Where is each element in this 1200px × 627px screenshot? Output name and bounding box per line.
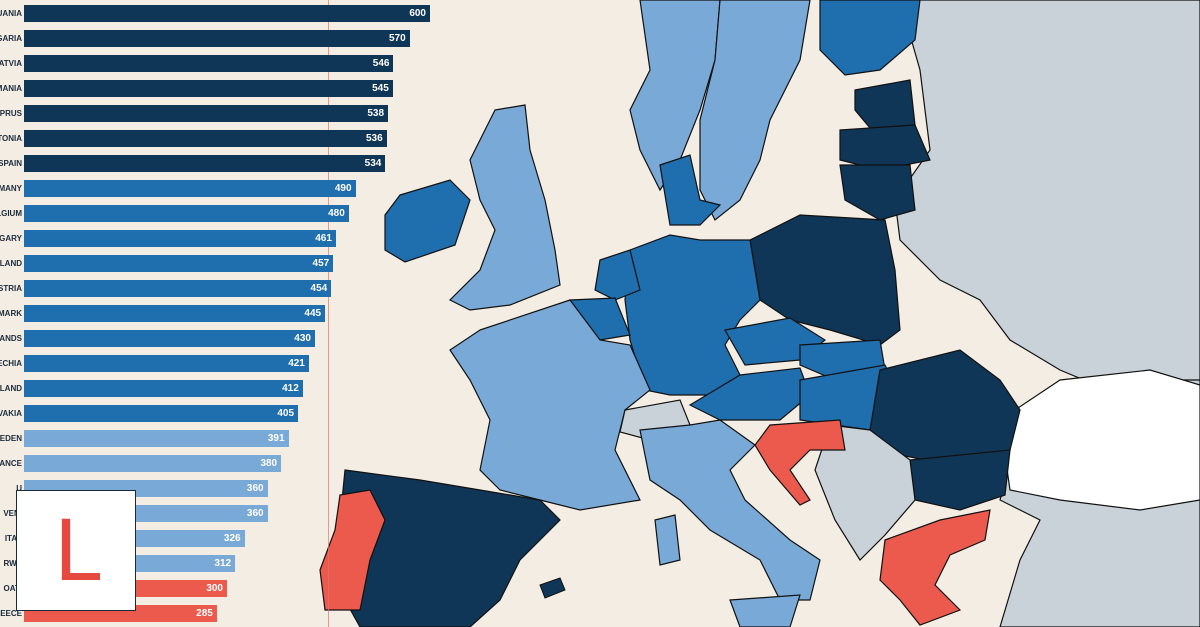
bar-label: OATI <box>3 584 22 593</box>
bar-value: 480 <box>328 208 345 219</box>
map-country-ireland <box>384 179 471 263</box>
brand-logo: L <box>16 490 136 611</box>
bar-denmark <box>24 305 326 322</box>
bar-label: ITAL <box>4 534 22 543</box>
bar-romania <box>24 80 393 97</box>
bar-value: 538 <box>367 108 385 119</box>
bar-label: EDEN <box>0 434 22 443</box>
bar-label: SPAIN <box>0 159 22 168</box>
bar-belgium <box>24 205 349 222</box>
map-country-italy <box>639 419 821 601</box>
bar-latvia <box>24 55 394 72</box>
bar-label: YPRUS <box>0 109 22 118</box>
bar-hungary <box>24 230 336 247</box>
map-country-poland <box>749 214 901 346</box>
bar-value: 421 <box>288 358 305 369</box>
bar-label: VENI <box>3 509 22 518</box>
map-country-sweden <box>699 0 811 221</box>
bar-label: ATVIA <box>0 59 22 68</box>
bar-czechia <box>24 355 309 372</box>
bar-value: 312 <box>214 558 232 569</box>
bar-value: 536 <box>366 133 383 144</box>
bar-value: 457 <box>312 258 330 269</box>
bar-label: RWA <box>3 559 22 568</box>
map-country-denmark <box>659 154 722 226</box>
bar-spain <box>24 155 386 172</box>
bar-value: 570 <box>389 33 406 44</box>
bar-label: ELAND <box>0 384 22 393</box>
bar-value: 490 <box>334 183 352 194</box>
bar-value: 405 <box>277 408 295 419</box>
bar-value: 534 <box>364 158 382 169</box>
bar-value: 445 <box>304 308 322 319</box>
map-country-croatia <box>754 419 846 506</box>
bar-value: 600 <box>409 8 426 19</box>
bar-value: 300 <box>206 583 223 594</box>
bar-value: 285 <box>196 608 213 619</box>
bar-label: REECE <box>0 609 22 618</box>
bar-label: NGARY <box>0 234 22 243</box>
bar-value: 545 <box>372 83 389 94</box>
map-country-turkey <box>999 369 1200 511</box>
bar-label: TONIA <box>0 134 22 143</box>
map-country-latvia <box>839 124 931 171</box>
bar-label: LANDS <box>0 334 22 343</box>
bar-bulgaria <box>24 30 410 47</box>
logo-letter: L <box>53 502 101 600</box>
map-country-sicily <box>729 594 801 627</box>
bar-value: 391 <box>267 433 285 444</box>
bar-label: MANIA <box>0 84 22 93</box>
bar-value: 326 <box>223 533 241 544</box>
bar-label: U <box>16 484 22 493</box>
map-country-lithuania <box>839 164 916 221</box>
map-country-netherlands <box>594 249 641 301</box>
bar-slovakia <box>24 405 299 422</box>
bar-value: 430 <box>294 333 311 344</box>
bar-value: 412 <box>282 383 299 394</box>
map-country-portugal <box>319 489 386 611</box>
bar-ireland <box>24 380 303 397</box>
map-country-balkans <box>814 424 916 561</box>
bar-lithuania <box>24 5 430 22</box>
bar-germany <box>24 180 356 197</box>
bar-value: 360 <box>246 508 264 519</box>
bar-label: UANIA <box>0 9 22 18</box>
bar-label: MARK <box>0 309 22 318</box>
bar-value: 461 <box>315 233 332 244</box>
bar-label: GARIA <box>0 34 22 43</box>
bar-value: 454 <box>310 283 328 294</box>
map-island-balearic <box>539 577 566 599</box>
bar-france <box>24 455 282 472</box>
bar-netherlands <box>24 330 315 347</box>
bar-cyprus <box>24 105 389 122</box>
map-country-france <box>449 299 651 511</box>
map-country-uk <box>448 104 561 311</box>
bar-austria <box>24 280 332 297</box>
bar-value: 546 <box>372 58 390 69</box>
bar-label: LAND <box>0 259 22 268</box>
bar-estonia <box>24 130 387 147</box>
bar-label: RANCE <box>0 459 22 468</box>
bar-poland <box>24 255 334 272</box>
map-country-greece <box>879 509 991 626</box>
bar-value: 380 <box>260 458 278 469</box>
map-country-finland <box>819 0 921 76</box>
reference-line <box>328 0 329 627</box>
map-country-germany <box>624 234 761 396</box>
bar-label: MANY <box>0 184 22 193</box>
map-country-sardinia <box>654 514 681 566</box>
bar-label: VAKIA <box>0 409 22 418</box>
bar-label: LGIUM <box>0 209 22 218</box>
bar-value: 360 <box>246 483 264 494</box>
bar-sweden <box>24 430 289 447</box>
bar-label: STRIA <box>0 284 22 293</box>
bar-label: ECHIA <box>0 359 22 368</box>
